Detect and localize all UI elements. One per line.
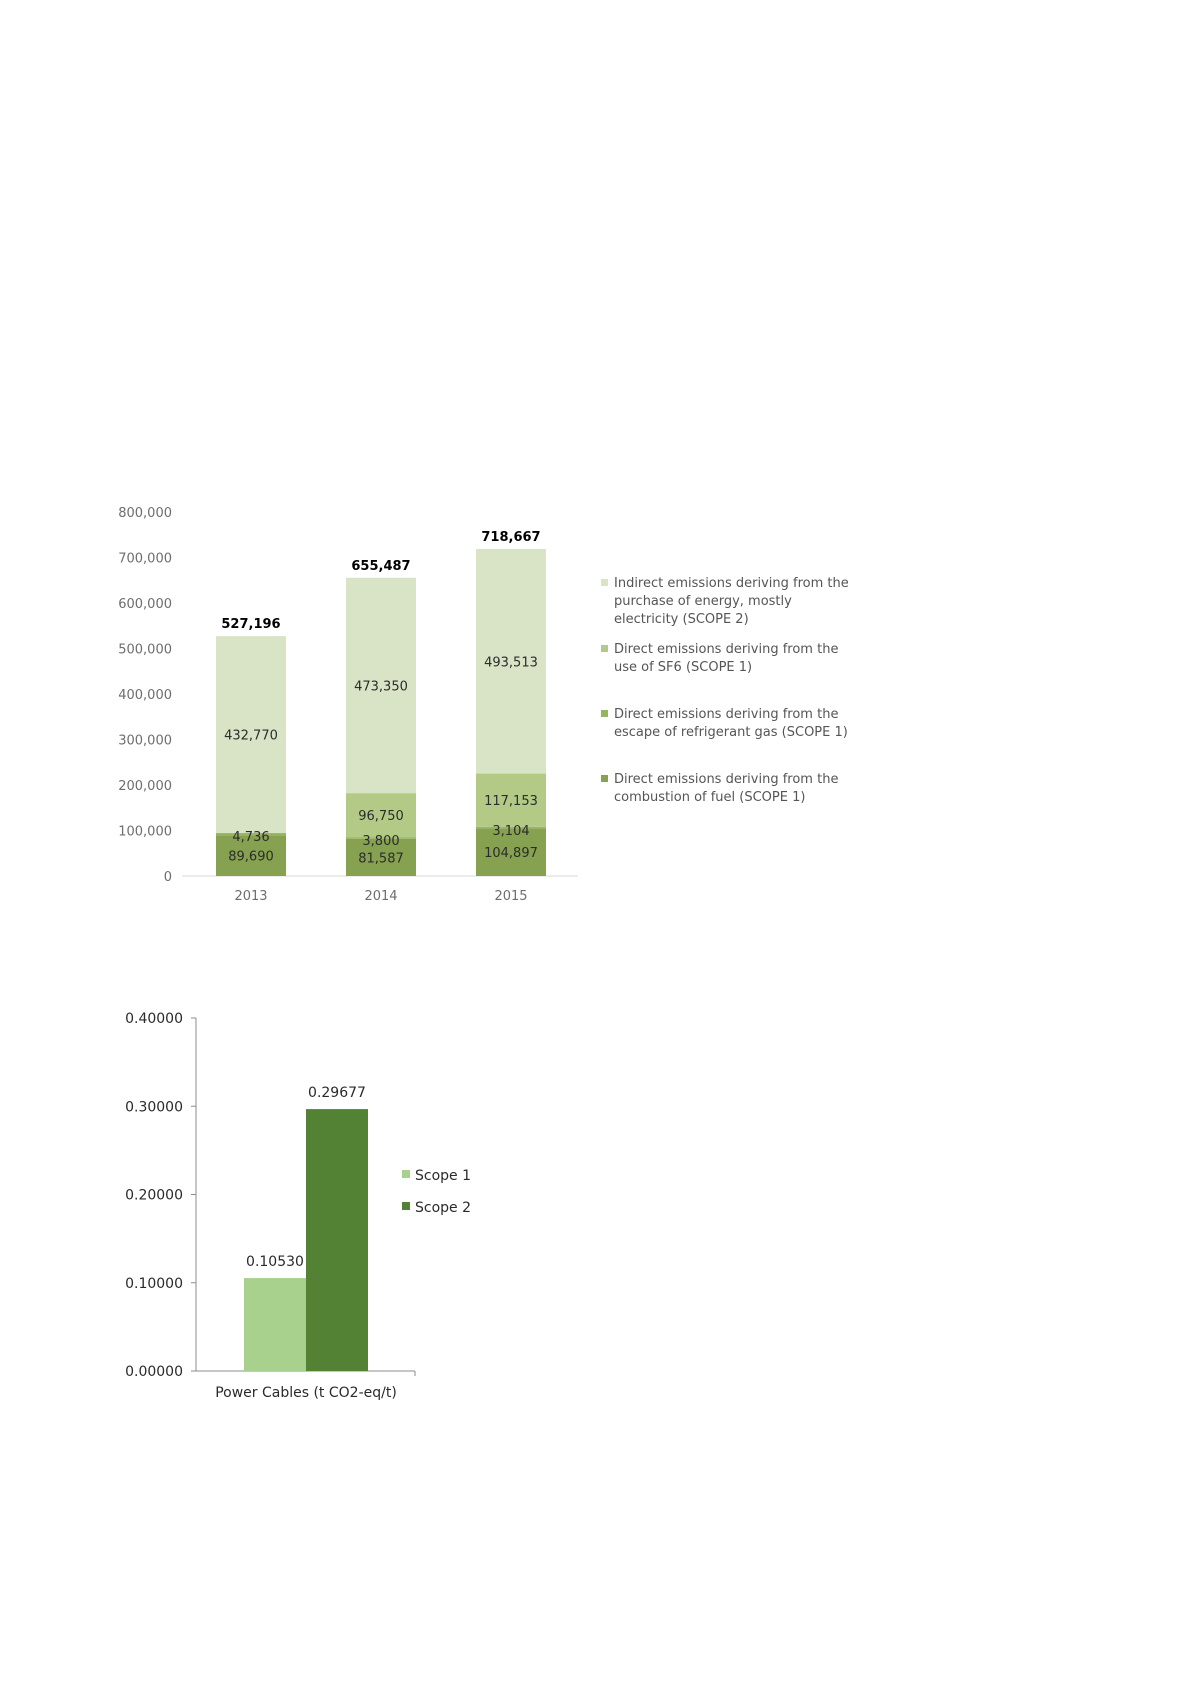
bars: 0.10530 0.29677 [244, 1085, 368, 1371]
total-label: 527,196 [221, 617, 280, 632]
legend-label: use of SF6 (SCOPE 1) [614, 660, 752, 675]
y-tick-label: 0.10000 [125, 1276, 183, 1292]
bar-segment [216, 835, 286, 876]
bar-segment [346, 577, 416, 794]
y-tick-label: 300,000 [118, 734, 172, 749]
data-label: 0.29677 [308, 1085, 366, 1101]
emissions-stacked-bar-chart: 0 100,000 200,000 300,000 400,000 500,000 600,… [118, 506, 849, 904]
y-tick-label: 200,000 [118, 779, 172, 794]
bar-segment [216, 636, 286, 834]
y-axis-ticks: 0 100,000 200,000 300,000 400,000 500,000 600,… [118, 506, 172, 885]
legend-swatch [601, 579, 608, 586]
legend-label: Direct emissions deriving from the [614, 707, 838, 722]
legend: Indirect emissions deriving from the purc… [601, 576, 849, 805]
bar-segment [476, 826, 546, 829]
total-label: 718,667 [481, 530, 540, 545]
legend-label: purchase of energy, mostly [614, 594, 792, 609]
x-category-label: Power Cables (t CO2-eq/t) [215, 1385, 397, 1401]
data-label: 473,350 [354, 679, 408, 694]
legend-label: escape of refrigerant gas (SCOPE 1) [614, 725, 848, 740]
data-label: 96,750 [358, 809, 404, 824]
bar-segment [476, 828, 546, 876]
data-label: 89,690 [228, 850, 274, 865]
data-label: 3,104 [492, 824, 529, 839]
bar-segment [346, 793, 416, 838]
x-axis-ticks: 2013 2014 2015 [234, 889, 527, 904]
bars: 89,690 4,736 432,770 527,196 81,587 3,800 96,7… [216, 530, 546, 876]
y-axis-ticks: 0.00000 0.10000 0.20000 0.30000 0.40000 [125, 1011, 196, 1380]
bar-segment [346, 838, 416, 876]
y-tick-label: 600,000 [118, 597, 172, 612]
legend-swatch [601, 645, 608, 652]
legend-label: Direct emissions deriving from the [614, 772, 838, 787]
y-tick-label: 0.40000 [125, 1011, 183, 1027]
legend-label: Scope 2 [415, 1200, 471, 1216]
total-label: 655,487 [351, 559, 410, 574]
bar-segment [216, 833, 286, 836]
legend-label: Direct emissions deriving from the [614, 642, 838, 657]
bar-segment [476, 549, 546, 774]
legend-label: electricity (SCOPE 2) [614, 612, 749, 627]
y-tick-label: 800,000 [118, 506, 172, 521]
data-label: 4,736 [232, 830, 269, 845]
x-tick-label: 2015 [494, 889, 527, 904]
y-tick-label: 0.30000 [125, 1099, 183, 1115]
legend-swatch [601, 710, 608, 717]
bar [244, 1278, 306, 1371]
y-tick-label: 0.20000 [125, 1188, 183, 1204]
y-tick-label: 700,000 [118, 552, 172, 567]
legend-swatch [402, 1202, 410, 1210]
y-tick-label: 400,000 [118, 688, 172, 703]
y-tick-label: 500,000 [118, 643, 172, 658]
x-tick-label: 2013 [234, 889, 267, 904]
data-label: 432,770 [224, 729, 278, 744]
x-tick-label: 2014 [364, 889, 397, 904]
data-label: 81,587 [358, 851, 404, 866]
legend: Scope 1 Scope 2 [402, 1168, 471, 1216]
y-tick-label: 100,000 [118, 825, 172, 840]
data-label: 104,897 [484, 846, 538, 861]
legend-swatch [402, 1170, 410, 1178]
bar-segment [476, 773, 546, 827]
data-label: 493,513 [484, 655, 538, 670]
legend-label: Scope 1 [415, 1168, 471, 1184]
data-label: 117,153 [484, 794, 538, 809]
bar [306, 1109, 368, 1371]
data-label: 0.10530 [246, 1254, 304, 1270]
bar-segment [346, 837, 416, 839]
legend-label: combustion of fuel (SCOPE 1) [614, 790, 805, 805]
data-label: 3,800 [362, 834, 399, 849]
legend-swatch [601, 775, 608, 782]
y-tick-label: 0 [164, 870, 172, 885]
y-tick-label: 0.00000 [125, 1364, 183, 1380]
legend-label: Indirect emissions deriving from the [614, 576, 849, 591]
